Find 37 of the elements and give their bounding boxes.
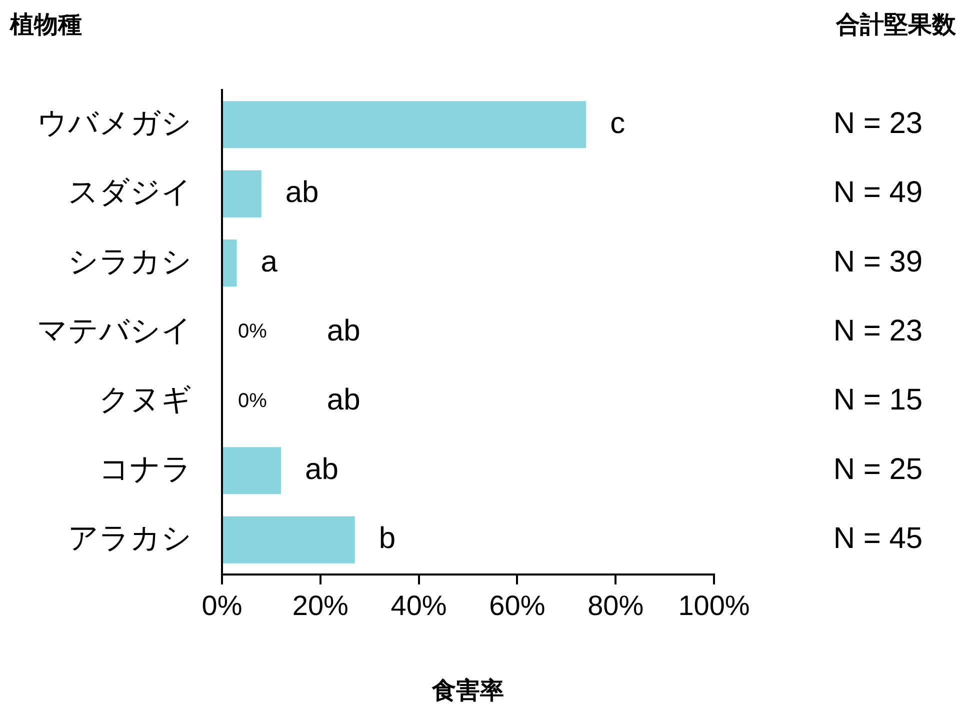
bar — [223, 516, 355, 564]
text: N = 15 — [833, 384, 923, 417]
text: 合計堅果数 — [835, 12, 957, 39]
y-tick-label: アラカシ — [68, 522, 192, 556]
text: N = 45 — [833, 522, 923, 556]
annotation: a — [260, 245, 278, 278]
bar — [223, 170, 262, 218]
bar — [223, 239, 237, 287]
bar — [223, 101, 586, 148]
text: N = 49 — [833, 176, 923, 210]
text: N = 23 — [833, 106, 923, 140]
y-tick-label: シラカシ — [68, 245, 192, 278]
x-tick-label: 100% — [678, 590, 750, 621]
text: N = 25 — [833, 452, 923, 486]
data-label: 0% — [238, 320, 268, 343]
x-tick-label: 80% — [588, 590, 644, 621]
annotation: ab — [305, 452, 338, 486]
x-tick-label: 40% — [390, 590, 447, 621]
bar — [223, 447, 282, 494]
x-tick-label: 20% — [292, 590, 348, 621]
annotation: ab — [326, 384, 360, 417]
text: N = 23 — [833, 314, 923, 348]
x-tick-label: 60% — [489, 590, 546, 621]
annotation: ab — [326, 314, 360, 348]
y-tick-label: コナラ — [99, 452, 192, 486]
data-label: 0% — [238, 390, 268, 412]
y-tick-label: スダジイ — [68, 176, 192, 210]
annotation: b — [378, 522, 396, 556]
text: N = 39 — [833, 245, 923, 278]
annotation: ab — [285, 176, 319, 210]
y-tick-label: クヌギ — [99, 384, 192, 417]
x-tick-label: 0% — [202, 590, 242, 621]
y-tick-label: ウバメガシ — [37, 106, 192, 140]
annotation: c — [610, 106, 626, 140]
y-tick-label: マテバシイ — [37, 314, 192, 348]
x-axis-title: 食害率 — [431, 676, 504, 705]
y-axis-title: 植物種 — [9, 12, 82, 39]
